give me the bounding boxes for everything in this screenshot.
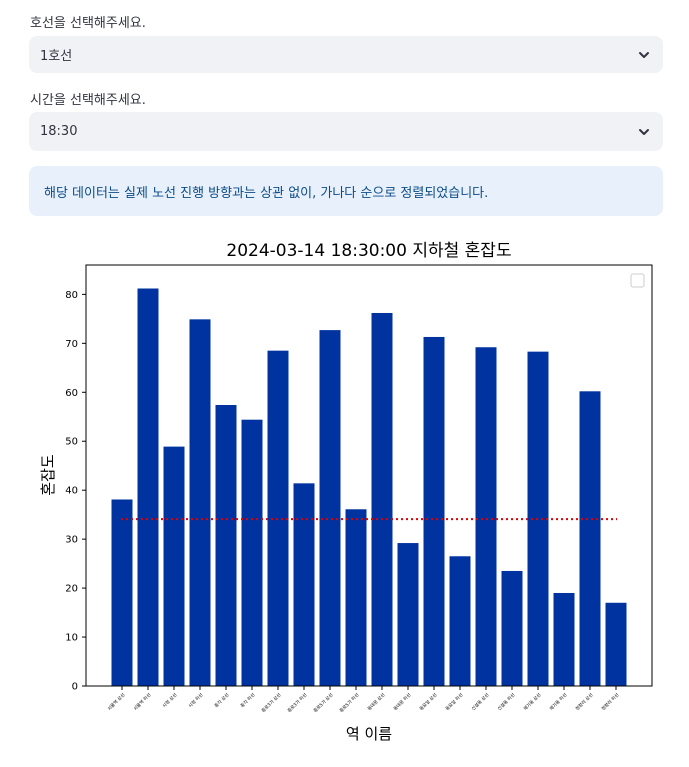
x-tick-label: 청량리 상선 — [574, 691, 595, 712]
x-tick-label: 청량리 하선 — [600, 691, 621, 712]
bar — [423, 336, 445, 686]
x-tick-label: 시청 하선 — [187, 691, 205, 709]
x-tick-label: 서울역 상선 — [106, 691, 127, 712]
x-tick-label: 신설동 하선 — [496, 691, 517, 712]
bar — [345, 509, 367, 686]
x-tick-label: 동묘앞 하선 — [444, 691, 465, 712]
y-tick-label: 0 — [72, 682, 78, 693]
x-tick-label: 종로5가 상선 — [312, 691, 335, 714]
info-alert-text: 해당 데이터는 실제 노선 진행 방향과는 상관 없이, 가나다 순으로 정렬되… — [44, 185, 489, 201]
line-select-value: 1호선 — [40, 49, 73, 64]
bar — [137, 288, 159, 686]
x-tick-label: 종각 상선 — [213, 691, 231, 709]
bar — [163, 446, 185, 686]
x-tick-label: 제기동 상선 — [522, 691, 543, 712]
x-tick-label: 종로5가 하선 — [338, 691, 361, 714]
x-tick-label: 종로3가 하선 — [286, 691, 309, 714]
y-tick-label: 60 — [65, 388, 78, 399]
bar — [371, 312, 393, 686]
y-axis: 0 10 20 30 40 50 60 70 80 — [65, 290, 86, 693]
info-alert: 해당 데이터는 실제 노선 진행 방향과는 상관 없이, 가나다 순으로 정렬되… — [29, 166, 663, 216]
chart-title: 2024-03-14 18:30:00 지하철 혼잡도 — [226, 241, 511, 261]
chevron-down-icon — [639, 51, 649, 58]
x-tick-label: 신설동 상선 — [470, 691, 491, 712]
legend-box — [630, 273, 645, 288]
bar — [397, 543, 419, 686]
y-tick-label: 40 — [65, 486, 78, 497]
time-select-value: 18:30 — [40, 124, 78, 139]
x-tick-label: 동대문 상선 — [366, 691, 387, 712]
bars — [111, 288, 627, 686]
line-select-label: 호선을 선택해주세요. — [30, 16, 146, 31]
bar — [293, 483, 315, 686]
line-select[interactable]: 1호선 — [29, 36, 663, 73]
y-axis-label: 혼잡도 — [39, 454, 57, 496]
x-axis-label: 역 이름 — [346, 725, 392, 743]
bar — [189, 319, 211, 686]
bar — [241, 419, 263, 686]
y-tick-label: 80 — [65, 290, 78, 301]
x-axis: 서울역 상선 서울역 하선 시청 상선 시청 하선 종각 상선 종각 하선 종로3가 상선 종… — [106, 686, 621, 714]
y-tick-label: 50 — [65, 437, 78, 448]
y-tick-label: 30 — [65, 535, 78, 546]
bar — [449, 556, 471, 686]
time-select-label: 시간을 선택해주세요. — [30, 93, 146, 108]
bar — [605, 602, 627, 686]
congestion-bar-chart: 2024-03-14 18:30:00 지하철 혼잡도 0 10 20 30 40 50 6… — [39, 241, 653, 743]
plot-frame — [85, 264, 653, 687]
bar — [579, 391, 601, 686]
bar — [319, 330, 341, 686]
x-tick-label: 시청 상선 — [161, 691, 179, 709]
time-select[interactable]: 18:30 — [29, 112, 663, 151]
x-tick-label: 제기동 하선 — [548, 691, 569, 712]
x-tick-label: 종각 하선 — [239, 691, 257, 709]
bar — [111, 499, 133, 686]
bar — [501, 570, 523, 686]
x-tick-label: 동대문 하선 — [392, 691, 413, 712]
bar — [475, 347, 497, 686]
bar — [215, 405, 237, 686]
x-tick-label: 동묘앞 상선 — [418, 691, 439, 712]
x-tick-label: 서울역 하선 — [132, 691, 153, 712]
y-tick-label: 20 — [65, 584, 78, 595]
chevron-down-icon — [639, 128, 649, 135]
bar — [553, 592, 575, 686]
y-tick-label: 70 — [65, 339, 78, 350]
x-tick-label: 종로3가 상선 — [260, 691, 283, 714]
y-tick-label: 10 — [65, 633, 78, 644]
